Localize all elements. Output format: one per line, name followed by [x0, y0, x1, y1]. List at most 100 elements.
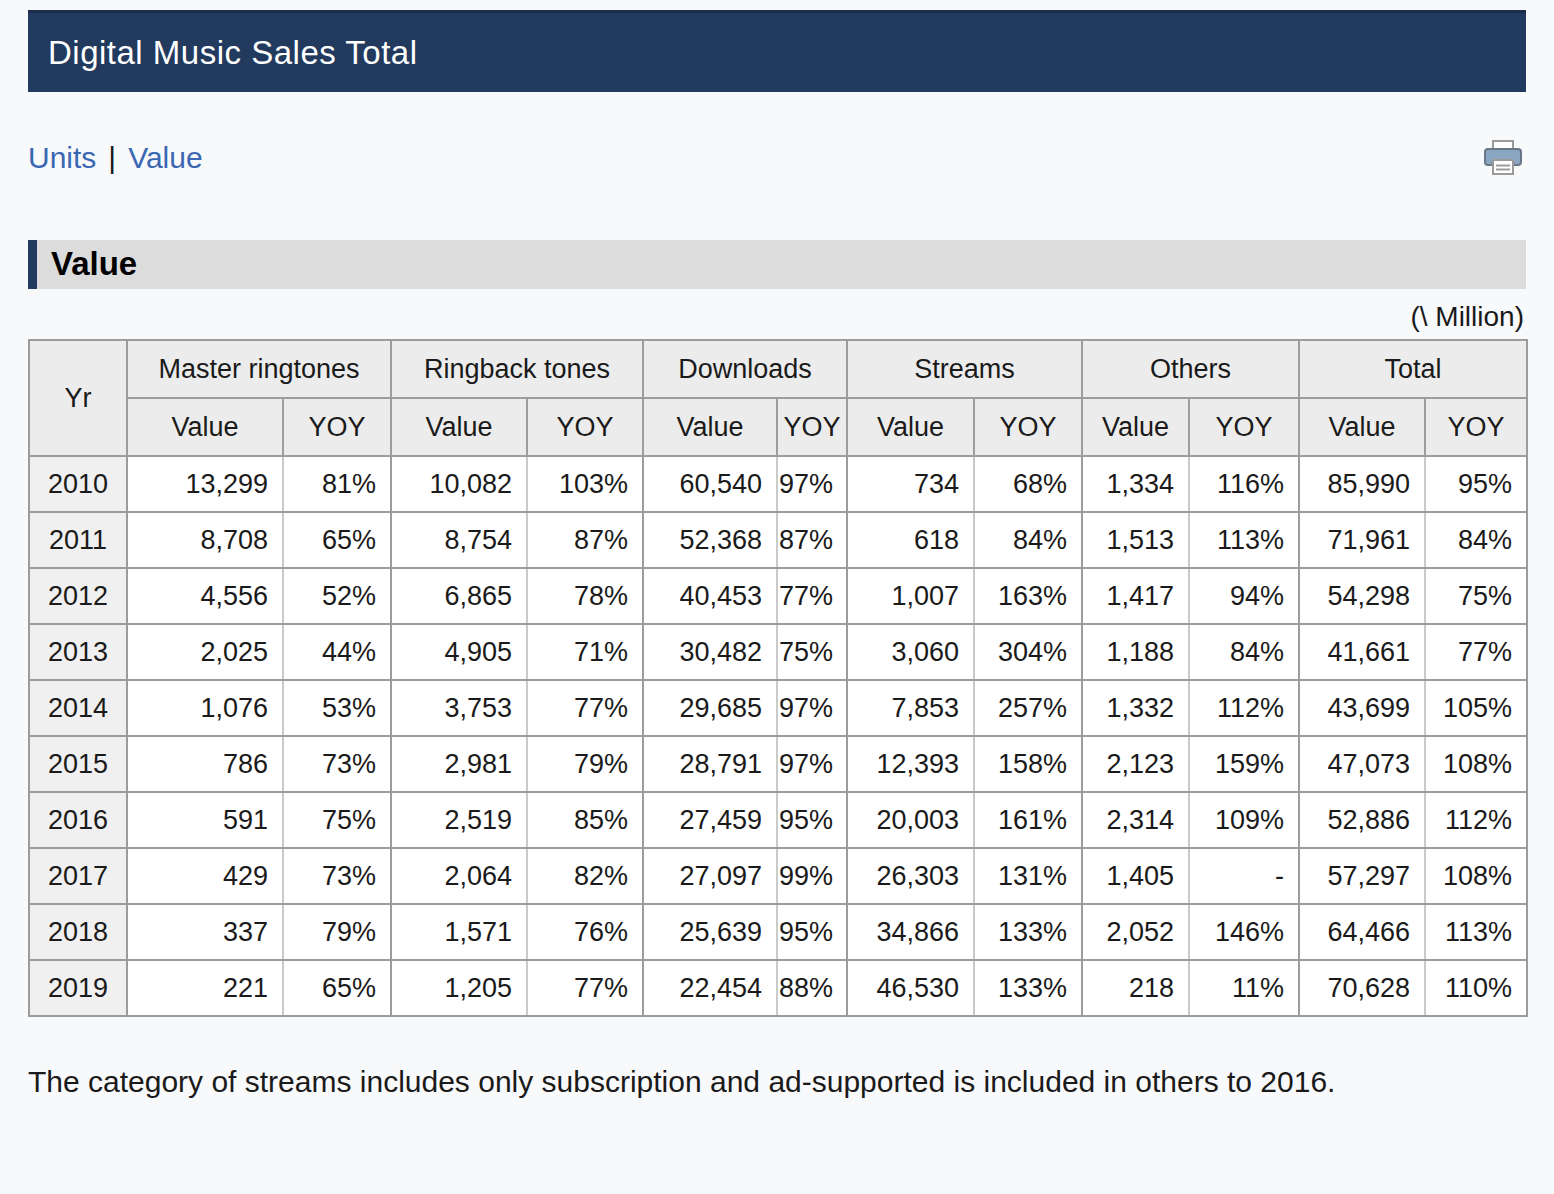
table-row: 20124,55652%6,86578%40,45377%1,007163%1,… — [29, 568, 1527, 624]
cell-yoy: 88% — [777, 960, 847, 1016]
cell-value: 46,530 — [847, 960, 974, 1016]
table-row: 20118,70865%8,75487%52,36887%61884%1,513… — [29, 512, 1527, 568]
row-year: 2019 — [29, 960, 127, 1016]
cell-yoy: 77% — [527, 960, 643, 1016]
table-row: 201013,29981%10,082103%60,54097%73468%1,… — [29, 456, 1527, 512]
cell-yoy: 163% — [974, 568, 1082, 624]
cell-value: 1,513 — [1082, 512, 1189, 568]
cell-yoy: 133% — [974, 960, 1082, 1016]
cell-value: 1,334 — [1082, 456, 1189, 512]
value-link[interactable]: Value — [128, 141, 203, 174]
cell-yoy: 108% — [1425, 848, 1527, 904]
corner-header-yr: Yr — [29, 340, 127, 456]
cell-yoy: 75% — [777, 624, 847, 680]
cell-value: 60,540 — [643, 456, 777, 512]
cell-yoy: 44% — [283, 624, 391, 680]
cell-value: 1,076 — [127, 680, 283, 736]
group-header-total: Total — [1299, 340, 1527, 398]
cell-value: 30,482 — [643, 624, 777, 680]
cell-yoy: 78% — [527, 568, 643, 624]
cell-yoy: 161% — [974, 792, 1082, 848]
cell-value: 34,866 — [847, 904, 974, 960]
cell-yoy: 159% — [1189, 736, 1299, 792]
cell-value: 7,853 — [847, 680, 974, 736]
cell-yoy: 103% — [527, 456, 643, 512]
cell-value: 6,865 — [391, 568, 527, 624]
cell-yoy: 73% — [283, 736, 391, 792]
col-header-value: Value — [1082, 398, 1189, 456]
cell-value: 54,298 — [1299, 568, 1425, 624]
cell-yoy: 82% — [527, 848, 643, 904]
page-title: Digital Music Sales Total — [48, 34, 418, 72]
cell-yoy: 71% — [527, 624, 643, 680]
row-year: 2011 — [29, 512, 127, 568]
cell-yoy: 76% — [527, 904, 643, 960]
table-row: 201659175%2,51985%27,45995%20,003161%2,3… — [29, 792, 1527, 848]
cell-value: 27,097 — [643, 848, 777, 904]
row-year: 2016 — [29, 792, 127, 848]
cell-yoy: 73% — [283, 848, 391, 904]
cell-yoy: 97% — [777, 736, 847, 792]
row-year: 2014 — [29, 680, 127, 736]
group-header-streams: Streams — [847, 340, 1082, 398]
table-head: Yr Master ringtones Ringback tones Downl… — [29, 340, 1527, 456]
units-link[interactable]: Units — [28, 141, 96, 174]
cell-value: 29,685 — [643, 680, 777, 736]
cell-value: 85,990 — [1299, 456, 1425, 512]
cell-value: 22,454 — [643, 960, 777, 1016]
group-header-downloads: Downloads — [643, 340, 847, 398]
cell-yoy: 87% — [527, 512, 643, 568]
cell-yoy: 109% — [1189, 792, 1299, 848]
col-header-value: Value — [391, 398, 527, 456]
cell-yoy: 97% — [777, 456, 847, 512]
row-year: 2018 — [29, 904, 127, 960]
col-header-yoy: YOY — [1189, 398, 1299, 456]
cell-value: 13,299 — [127, 456, 283, 512]
cell-value: 25,639 — [643, 904, 777, 960]
cell-yoy: 113% — [1189, 512, 1299, 568]
cell-value: 1,205 — [391, 960, 527, 1016]
cell-value: 337 — [127, 904, 283, 960]
cell-yoy: 110% — [1425, 960, 1527, 1016]
cell-yoy: 95% — [777, 904, 847, 960]
cell-yoy: 87% — [777, 512, 847, 568]
cell-value: 64,466 — [1299, 904, 1425, 960]
cell-value: 734 — [847, 456, 974, 512]
cell-value: 429 — [127, 848, 283, 904]
cell-value: 40,453 — [643, 568, 777, 624]
cell-value: 1,007 — [847, 568, 974, 624]
page: Digital Music Sales Total Units | Value Va… — [0, 0, 1554, 1139]
page-title-bar: Digital Music Sales Total — [28, 10, 1526, 92]
cell-yoy: 77% — [1425, 624, 1527, 680]
cell-yoy: 75% — [1425, 568, 1527, 624]
view-links: Units | Value — [28, 141, 203, 175]
link-separator: | — [108, 141, 116, 174]
table-row: 20132,02544%4,90571%30,48275%3,060304%1,… — [29, 624, 1527, 680]
cell-value: 8,754 — [391, 512, 527, 568]
table-row: 201742973%2,06482%27,09799%26,303131%1,4… — [29, 848, 1527, 904]
cell-value: 1,188 — [1082, 624, 1189, 680]
col-header-yoy: YOY — [974, 398, 1082, 456]
cell-yoy: 84% — [1189, 624, 1299, 680]
cell-value: 43,699 — [1299, 680, 1425, 736]
cell-yoy: 11% — [1189, 960, 1299, 1016]
col-header-value: Value — [643, 398, 777, 456]
group-header-row: Yr Master ringtones Ringback tones Downl… — [29, 340, 1527, 398]
cell-value: 2,981 — [391, 736, 527, 792]
unit-note: (\ Million) — [28, 301, 1524, 333]
cell-value: 52,886 — [1299, 792, 1425, 848]
cell-yoy: 112% — [1425, 792, 1527, 848]
table-row: 20141,07653%3,75377%29,68597%7,853257%1,… — [29, 680, 1527, 736]
cell-yoy: 84% — [1425, 512, 1527, 568]
col-header-value: Value — [847, 398, 974, 456]
table-row: 201922165%1,20577%22,45488%46,530133%218… — [29, 960, 1527, 1016]
cell-yoy: 65% — [283, 960, 391, 1016]
cell-value: 2,519 — [391, 792, 527, 848]
cell-value: 1,571 — [391, 904, 527, 960]
print-button[interactable] — [1482, 140, 1526, 176]
cell-value: 786 — [127, 736, 283, 792]
cell-yoy: 99% — [777, 848, 847, 904]
cell-yoy: 116% — [1189, 456, 1299, 512]
table-body: 201013,29981%10,082103%60,54097%73468%1,… — [29, 456, 1527, 1016]
cell-yoy: - — [1189, 848, 1299, 904]
